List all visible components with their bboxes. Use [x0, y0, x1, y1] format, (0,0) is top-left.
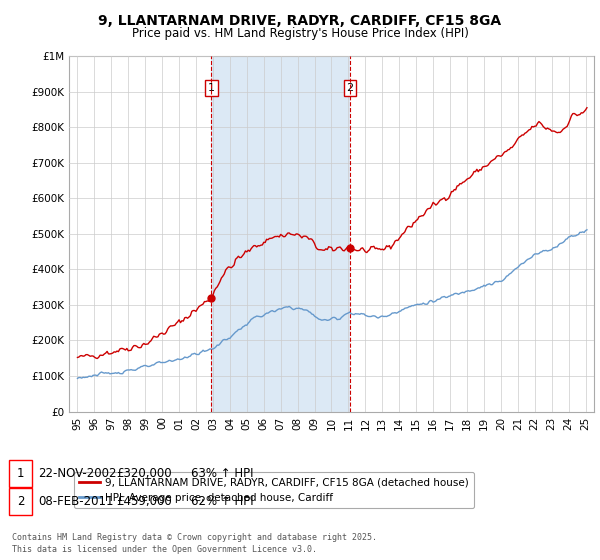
Text: Contains HM Land Registry data © Crown copyright and database right 2025.: Contains HM Land Registry data © Crown c… [12, 533, 377, 542]
Text: £320,000: £320,000 [116, 466, 172, 480]
Text: 2: 2 [347, 83, 353, 93]
Text: This data is licensed under the Open Government Licence v3.0.: This data is licensed under the Open Gov… [12, 545, 317, 554]
Text: 08-FEB-2011: 08-FEB-2011 [38, 494, 113, 508]
Text: 63% ↑ HPI: 63% ↑ HPI [191, 466, 253, 480]
Text: 9, LLANTARNAM DRIVE, RADYR, CARDIFF, CF15 8GA: 9, LLANTARNAM DRIVE, RADYR, CARDIFF, CF1… [98, 14, 502, 28]
Text: 1: 1 [17, 466, 24, 480]
Bar [211, 56, 350, 412]
Text: 22-NOV-2002: 22-NOV-2002 [38, 466, 116, 480]
Legend: 9, LLANTARNAM DRIVE, RADYR, CARDIFF, CF15 8GA (detached house), HPI: Average pri: 9, LLANTARNAM DRIVE, RADYR, CARDIFF, CF1… [74, 472, 475, 508]
Text: 1: 1 [208, 83, 215, 93]
Text: Price paid vs. HM Land Registry's House Price Index (HPI): Price paid vs. HM Land Registry's House … [131, 27, 469, 40]
Text: £459,000: £459,000 [116, 494, 172, 508]
Text: 62% ↑ HPI: 62% ↑ HPI [191, 494, 253, 508]
Text: 2: 2 [17, 494, 24, 508]
